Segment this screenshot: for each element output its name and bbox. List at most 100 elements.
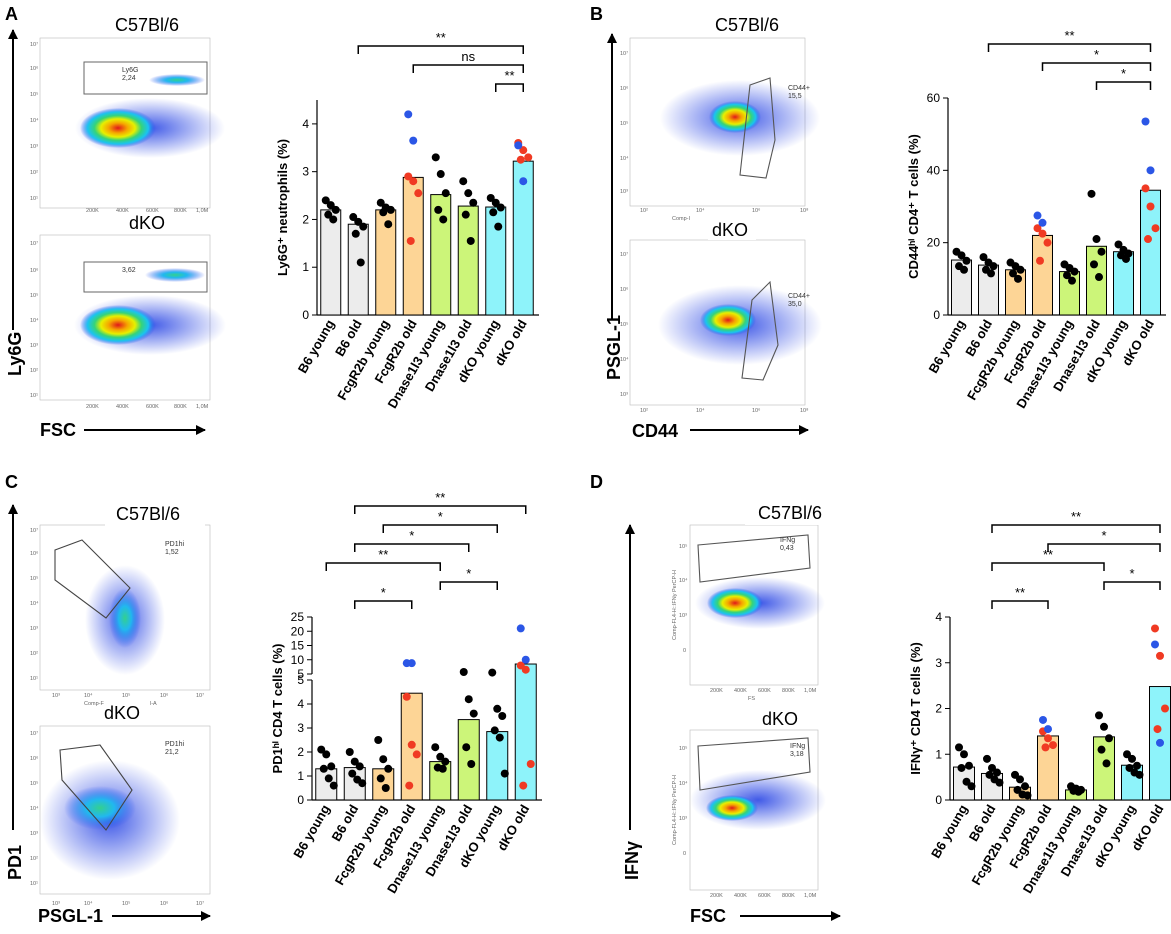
data-point <box>379 755 388 764</box>
y-tick-label: 5 <box>297 673 304 687</box>
significance-label: * <box>1094 47 1099 62</box>
data-point <box>1087 189 1096 198</box>
data-point <box>354 217 363 226</box>
data-point <box>431 153 440 162</box>
svg-text:10⁷: 10⁷ <box>30 527 38 534</box>
bar <box>320 209 342 316</box>
bar <box>1093 736 1115 801</box>
panel-label: D <box>590 472 603 492</box>
y-tick-label: 10 <box>291 653 305 667</box>
data-point <box>1068 276 1076 285</box>
data-point <box>345 748 354 756</box>
svg-text:600K: 600K <box>146 208 159 214</box>
data-point <box>514 141 523 150</box>
data-point <box>1141 184 1150 193</box>
data-point <box>350 757 359 766</box>
data-point <box>464 189 473 198</box>
bar <box>372 768 395 801</box>
facs-x-label: FSC <box>690 906 726 926</box>
svg-text:10⁶: 10⁶ <box>30 550 38 557</box>
significance-label: ** <box>435 490 445 505</box>
significance-label: ** <box>1064 28 1074 43</box>
y-tick-label: 2 <box>297 745 304 759</box>
y-tick-label: 0 <box>302 308 309 322</box>
data-point <box>1153 725 1162 734</box>
svg-text:0: 0 <box>683 648 686 654</box>
svg-text:10⁶: 10⁶ <box>620 286 628 293</box>
facs-y-label: IFNγ <box>622 841 642 880</box>
data-point <box>355 762 364 771</box>
gate-name: IFNg <box>780 537 795 544</box>
data-point <box>348 769 357 778</box>
y-tick-label: 2 <box>302 212 309 226</box>
panel-a: A Ly6G 2,24 C57Bl/6 3,62 dKO 200K 400K 6 <box>5 4 539 440</box>
data-point <box>434 205 443 214</box>
data-point <box>1114 240 1123 249</box>
facs-y-label: Ly6G <box>5 332 25 376</box>
data-point <box>459 668 468 677</box>
data-point <box>979 253 988 262</box>
data-point <box>374 736 383 744</box>
data-point <box>983 754 991 763</box>
svg-text:10⁶: 10⁶ <box>30 267 38 274</box>
data-point <box>524 153 533 162</box>
data-point <box>490 726 499 735</box>
data-point <box>496 203 505 212</box>
panel-d: D IFNg 0,43 C57Bl/6 IFNg 3,18 dKO 200K 4… <box>590 472 1171 926</box>
y-tick-label: 15 <box>291 639 305 653</box>
data-point <box>1156 651 1164 660</box>
svg-text:10³: 10³ <box>620 392 628 398</box>
svg-text:10²: 10² <box>30 368 38 374</box>
svg-text:Comp-FL4-H::IFNy PerCP-H: Comp-FL4-H::IFNy PerCP-H <box>672 570 678 640</box>
gate-name: Ly6G <box>122 67 138 74</box>
svg-text:800K: 800K <box>782 688 795 694</box>
data-point <box>329 215 338 224</box>
svg-text:10⁴: 10⁴ <box>620 356 629 363</box>
svg-text:800K: 800K <box>782 893 795 899</box>
svg-text:10⁵: 10⁵ <box>620 321 628 328</box>
significance-bracket <box>987 43 1152 52</box>
facs-ticks: 200K 400K 600K 800K 1,0M FS 200K 400K 60… <box>672 543 817 899</box>
data-point <box>441 757 450 766</box>
data-point <box>1146 202 1155 211</box>
data-point <box>331 205 340 214</box>
svg-text:10⁸: 10⁸ <box>800 207 808 214</box>
y-tick-label: 3 <box>297 721 304 735</box>
significance-bracket <box>1041 62 1152 71</box>
data-point <box>407 659 416 668</box>
data-point <box>955 743 963 752</box>
x-tick-label: B6 young <box>928 802 971 861</box>
x-tick-label: B6 young <box>925 317 968 376</box>
svg-text:10⁵: 10⁵ <box>30 780 38 787</box>
gate-name: CD44+ <box>788 85 810 92</box>
significance-label: * <box>466 566 471 581</box>
data-point <box>376 774 385 783</box>
bar <box>951 259 972 316</box>
data-point <box>409 177 418 186</box>
data-point <box>519 781 528 790</box>
data-point <box>461 210 470 219</box>
significance-label: ** <box>378 547 388 562</box>
svg-text:10⁴: 10⁴ <box>84 692 93 699</box>
significance-label: ** <box>436 30 446 45</box>
svg-text:0: 0 <box>683 851 686 857</box>
svg-text:1,0M: 1,0M <box>804 688 817 694</box>
y-tick-label: 25 <box>291 610 305 624</box>
svg-text:FS: FS <box>748 696 755 702</box>
significance-bracket <box>357 45 524 54</box>
y-tick-label: 3 <box>935 656 942 670</box>
svg-text:10²: 10² <box>30 856 38 862</box>
svg-text:10³: 10³ <box>30 144 38 150</box>
data-point <box>436 170 445 179</box>
data-point <box>526 760 535 768</box>
svg-text:10⁵: 10⁵ <box>30 575 38 582</box>
bar <box>1032 234 1053 316</box>
y-tick-label: 0 <box>933 308 940 322</box>
significance-label: * <box>1121 66 1126 81</box>
x-tick-label: B6 young <box>295 317 338 376</box>
data-point <box>324 774 333 783</box>
data-point <box>384 764 393 773</box>
svg-text:10²: 10² <box>640 408 648 414</box>
data-point <box>412 750 421 759</box>
